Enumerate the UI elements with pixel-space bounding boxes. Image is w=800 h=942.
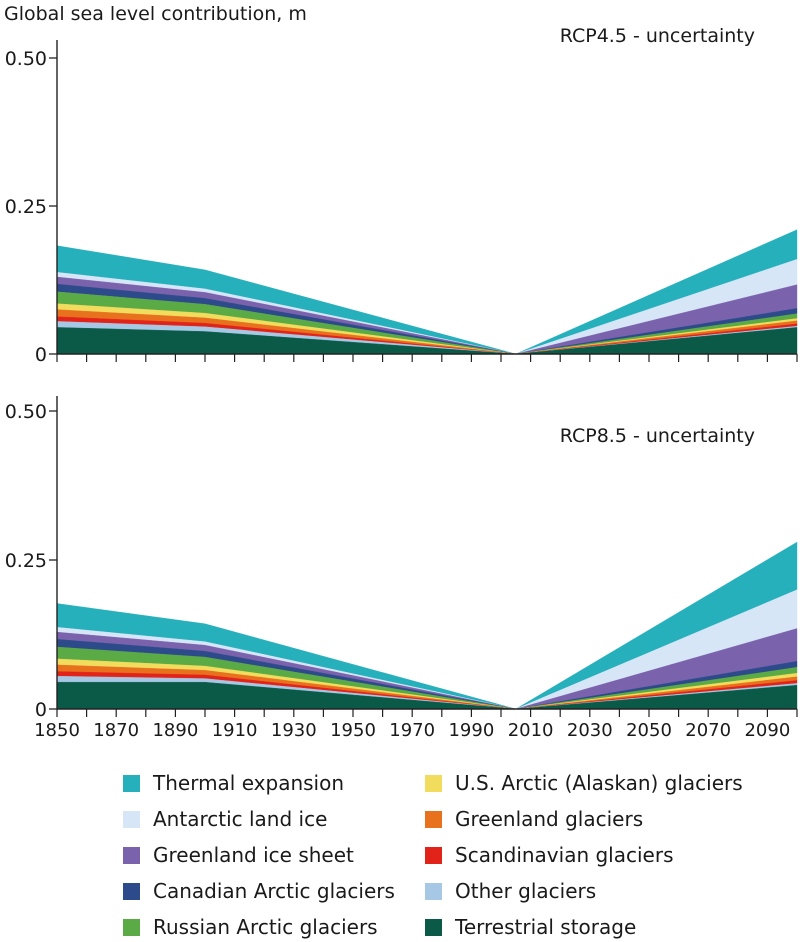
legend-swatch-icon: [425, 846, 442, 864]
legend-swatch-icon: [425, 774, 442, 792]
legend-label: Greenland glaciers: [455, 807, 644, 831]
rcp85-x-tick-label: 1930: [271, 720, 317, 741]
rcp85-x-tick-label: 1910: [212, 720, 258, 741]
legend: Thermal expansion U.S. Arctic (Alaskan) g…: [123, 768, 783, 941]
rcp85-x-tick-label: 2050: [626, 720, 672, 741]
rcp85-x-tick-label: 1890: [152, 720, 198, 741]
panel-rcp85: 0 0.25 0.50 1850 1870 1890 1910 1930 1950 1970 199…: [5, 396, 798, 741]
rcp85-x-tick-label: 2030: [567, 720, 613, 741]
legend-item-antarctic-land-ice: Antarctic land ice: [123, 804, 327, 834]
legend-item-thermal-expansion: Thermal expansion: [123, 768, 344, 798]
sea-level-charts: Global sea level contribution, m 0 0.25 0.…: [4, 3, 798, 741]
rcp45-y-tick-label: 0.25: [5, 196, 47, 218]
legend-label: Other glaciers: [455, 879, 597, 903]
rcp45-y-tick-label: 0.50: [5, 48, 47, 70]
legend-swatch-icon: [123, 774, 140, 792]
legend-item-greenland-ice-sheet: Greenland ice sheet: [123, 840, 354, 870]
legend-swatch-icon: [425, 918, 442, 936]
panel-rcp45: 0 0.25 0.50 RCP4.5 - uncertainty: [5, 25, 798, 366]
legend-label: Canadian Arctic glaciers: [153, 879, 395, 903]
legend-item-greenland-glaciers: Greenland glaciers: [425, 804, 643, 834]
legend-swatch-icon: [123, 810, 140, 828]
legend-swatch-icon: [123, 846, 140, 864]
legend-label: Greenland ice sheet: [153, 843, 354, 867]
rcp45-panel-title: RCP4.5 - uncertainty: [560, 25, 755, 47]
rcp85-y-tick-label: 0.25: [5, 550, 47, 572]
rcp85-x-tick-label: 1850: [34, 720, 80, 741]
y-axis-title: Global sea level contribution, m: [4, 3, 307, 25]
legend-label: Thermal expansion: [153, 771, 345, 795]
rcp85-x-tick-label: 1970: [389, 720, 435, 741]
legend-item-scandinavian-glaciers: Scandinavian glaciers: [425, 840, 674, 870]
legend-item-terrestrial-storage: Terrestrial storage: [425, 912, 636, 942]
rcp85-y-tick-label: 0: [35, 699, 47, 721]
legend-swatch-icon: [123, 918, 140, 936]
legend-label: Antarctic land ice: [153, 807, 328, 831]
rcp85-x-tick-label: 1950: [330, 720, 376, 741]
legend-swatch-icon: [425, 810, 442, 828]
legend-item-russian-arctic-glaciers: Russian Arctic glaciers: [123, 912, 378, 942]
rcp85-x-tick-label: 2070: [685, 720, 731, 741]
legend-label: U.S. Arctic (Alaskan) glaciers: [455, 771, 743, 795]
legend-item-other-glaciers: Other glaciers: [425, 876, 596, 906]
rcp85-x-tick-label: 1990: [448, 720, 494, 741]
legend-label: Terrestrial storage: [455, 915, 637, 939]
legend-swatch-icon: [123, 882, 140, 900]
rcp85-x-tick-label: 2010: [508, 720, 554, 741]
legend-swatch-icon: [425, 882, 442, 900]
rcp45-y-tick-label: 0: [35, 344, 47, 366]
rcp85-panel-title: RCP8.5 - uncertainty: [560, 425, 755, 447]
legend-item-u-s-arctic-alaskan-glaciers: U.S. Arctic (Alaskan) glaciers: [425, 768, 743, 798]
rcp85-x-tick-label: 2090: [744, 720, 790, 741]
legend-label: Russian Arctic glaciers: [153, 915, 378, 939]
legend-label: Scandinavian glaciers: [455, 843, 674, 867]
rcp85-y-tick-label: 0.50: [5, 401, 47, 423]
legend-item-canadian-arctic-glaciers: Canadian Arctic glaciers: [123, 876, 395, 906]
rcp85-x-tick-label: 1870: [93, 720, 139, 741]
